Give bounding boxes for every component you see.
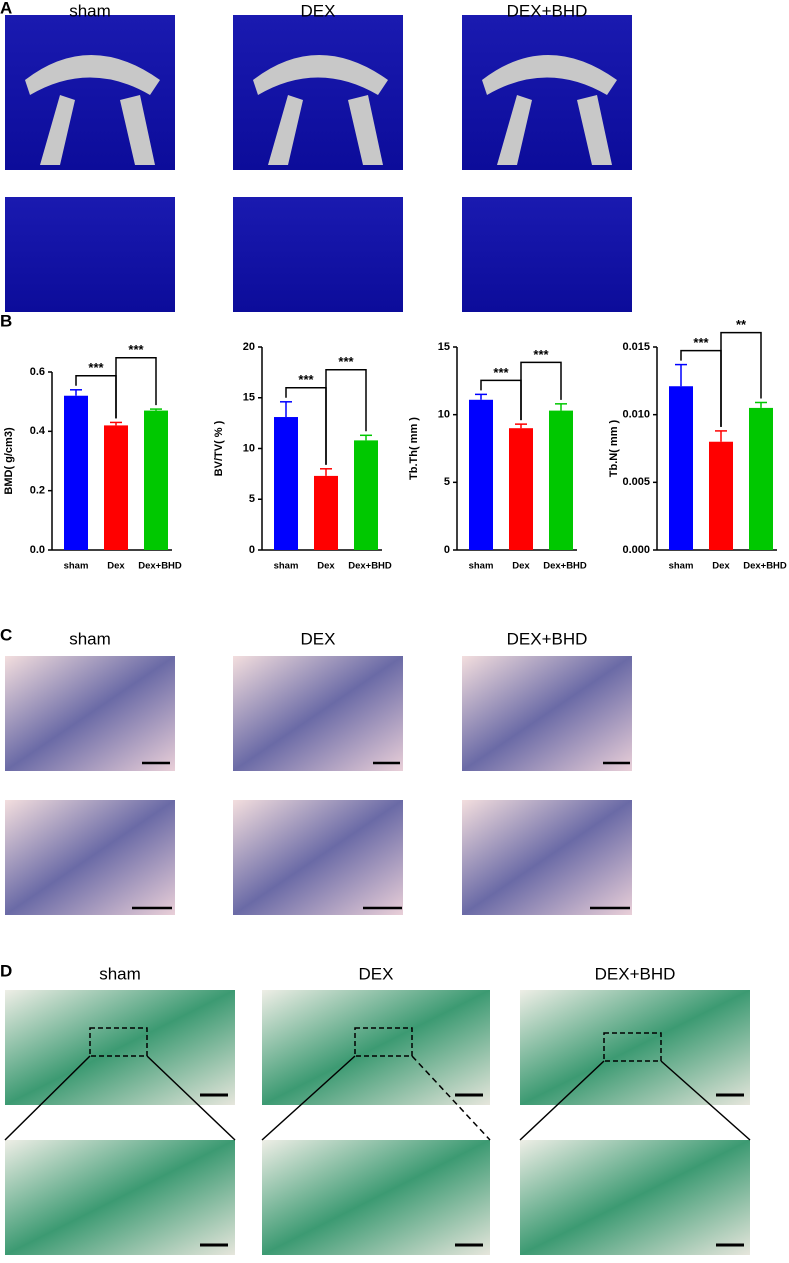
- y-tick-label: 15: [438, 341, 450, 353]
- panel-c-images: [5, 656, 632, 915]
- x-tick-label: Dex: [107, 561, 125, 572]
- significance-label: ***: [493, 365, 509, 380]
- bar: [64, 395, 88, 550]
- zoom-boxes: [89, 1027, 662, 1062]
- bar: [274, 417, 298, 550]
- significance-bracket: [520, 361, 562, 421]
- y-tick-label: 0.4: [30, 425, 46, 437]
- significance-label: ***: [533, 347, 549, 362]
- y-tick-label: 10: [243, 442, 255, 454]
- bar: [709, 441, 733, 550]
- panel-label: A: [0, 0, 12, 17]
- y-tick-label: 15: [243, 392, 255, 404]
- bar: [549, 410, 573, 550]
- x-tick-label: sham: [669, 561, 694, 572]
- y-tick-label: 0: [444, 544, 450, 556]
- group-label: DEX+BHD: [595, 964, 676, 983]
- zoom-lines: [4, 1055, 751, 1141]
- x-tick-label: sham: [469, 561, 494, 572]
- y-axis-label: BV/TV( % ): [213, 420, 225, 476]
- bar: [469, 399, 493, 550]
- stain-image: [520, 1140, 750, 1255]
- scale-bars: [132, 761, 630, 910]
- bar: [104, 425, 128, 550]
- bar: [314, 475, 338, 550]
- panel-label: C: [0, 625, 12, 644]
- group-label: sham: [69, 629, 111, 648]
- bar: [749, 407, 773, 550]
- y-tick-label: 0.0: [30, 544, 45, 556]
- y-tick-label: 5: [249, 493, 255, 505]
- bar: [354, 440, 378, 550]
- y-tick-label: 0.000: [622, 544, 650, 556]
- significance-bracket: [115, 357, 157, 419]
- y-tick-label: 0.2: [30, 485, 45, 497]
- scale-bars: [200, 1093, 744, 1247]
- significance-label: ***: [693, 335, 709, 350]
- he-image: [462, 656, 632, 771]
- group-label: sham: [69, 1, 111, 20]
- group-label: DEX+BHD: [507, 629, 588, 648]
- panel-label: B: [0, 311, 12, 330]
- panel-a-images: [5, 15, 632, 312]
- significance-bracket: [325, 369, 367, 465]
- y-tick-label: 0.015: [622, 341, 650, 353]
- bar: [669, 386, 693, 550]
- he-image: [233, 656, 403, 771]
- group-label: DEX+BHD: [507, 1, 588, 20]
- y-tick-label: 0.005: [622, 476, 650, 488]
- y-axis-label: Tb.Th( mm ): [408, 417, 420, 480]
- bar: [144, 410, 168, 550]
- he-image: [5, 656, 175, 771]
- x-tick-label: sham: [274, 561, 299, 572]
- bone-shape: [482, 55, 617, 165]
- panel-d-images: [4, 990, 751, 1255]
- microct-image: [5, 197, 175, 312]
- significance-label: ***: [128, 342, 144, 357]
- significance-bracket: [720, 331, 762, 427]
- x-tick-label: Dex+BHD: [743, 561, 787, 572]
- stain-image: [5, 990, 235, 1105]
- y-tick-label: 0.010: [622, 409, 650, 421]
- significance-label: ***: [298, 372, 314, 387]
- y-tick-label: 0.6: [30, 366, 45, 378]
- x-tick-label: Dex: [712, 561, 730, 572]
- y-axis-label: BMD( g/cm3): [3, 427, 15, 495]
- significance-label: ***: [88, 360, 104, 375]
- significance-label: **: [736, 317, 747, 332]
- he-image: [462, 800, 632, 915]
- x-tick-label: sham: [64, 561, 89, 572]
- x-tick-label: Dex: [512, 561, 530, 572]
- y-axis-label: Tb.N( mm ): [608, 419, 620, 477]
- x-tick-label: Dex: [317, 561, 335, 572]
- group-label: sham: [99, 964, 141, 983]
- x-tick-label: Dex+BHD: [348, 561, 392, 572]
- x-tick-label: Dex+BHD: [543, 561, 587, 572]
- stain-image: [262, 1140, 490, 1255]
- bone-shape: [25, 55, 160, 165]
- stain-image: [262, 990, 490, 1105]
- significance-label: ***: [338, 354, 354, 369]
- bar: [509, 428, 533, 550]
- group-label: DEX: [301, 629, 336, 648]
- group-label: DEX: [301, 1, 336, 20]
- he-image: [5, 800, 175, 915]
- panel-label: D: [0, 961, 12, 980]
- he-image: [233, 800, 403, 915]
- stain-image: [520, 990, 750, 1105]
- y-tick-label: 20: [243, 341, 255, 353]
- y-tick-label: 10: [438, 409, 450, 421]
- y-tick-label: 5: [444, 476, 450, 488]
- bone-shape: [253, 55, 388, 165]
- microct-image: [462, 197, 632, 312]
- x-tick-label: Dex+BHD: [138, 561, 182, 572]
- stain-image: [5, 1140, 235, 1255]
- group-label: DEX: [359, 964, 394, 983]
- y-tick-label: 0: [249, 544, 255, 556]
- microct-image: [233, 197, 403, 312]
